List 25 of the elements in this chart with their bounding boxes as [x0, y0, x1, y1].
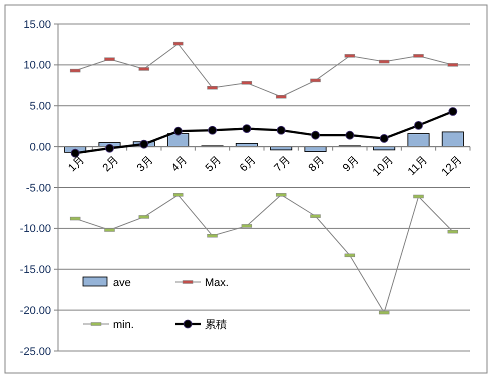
x-tick-label: 9月 — [340, 154, 362, 174]
x-tick-label: 11月 — [406, 154, 430, 178]
y-tick-label: -15.00 — [20, 264, 51, 276]
x-tick-label: 7月 — [272, 154, 293, 174]
y-tick-label: -20.00 — [20, 304, 51, 317]
y-tick-label: 15.00 — [23, 18, 51, 31]
x-tick-label: 5月 — [203, 154, 224, 174]
y-tick-label: 10.00 — [23, 60, 51, 72]
x-tick-label: 12月 — [439, 154, 464, 179]
legend-label: min. — [113, 318, 134, 331]
y-tick-label: -25.00 — [20, 346, 51, 358]
x-tick-label: 6月 — [238, 154, 258, 174]
legend-label: 累積 — [205, 318, 227, 331]
y-tick-label: 0.00 — [30, 141, 51, 154]
legend-label: ave — [113, 276, 131, 289]
x-tick-label: 4月 — [169, 154, 190, 174]
x-tick-label: 10月 — [370, 154, 396, 179]
y-tick-label: 5.00 — [30, 100, 51, 113]
legend-label: Max. — [205, 276, 229, 289]
x-tick-label: 1月 — [66, 154, 87, 174]
y-tick-label: -10.00 — [20, 223, 51, 236]
x-tick-label: 2月 — [100, 154, 122, 174]
x-tick-label: 3月 — [134, 154, 156, 174]
y-tick-label: -5.00 — [26, 182, 51, 194]
x-tick-label: 8月 — [306, 154, 328, 174]
